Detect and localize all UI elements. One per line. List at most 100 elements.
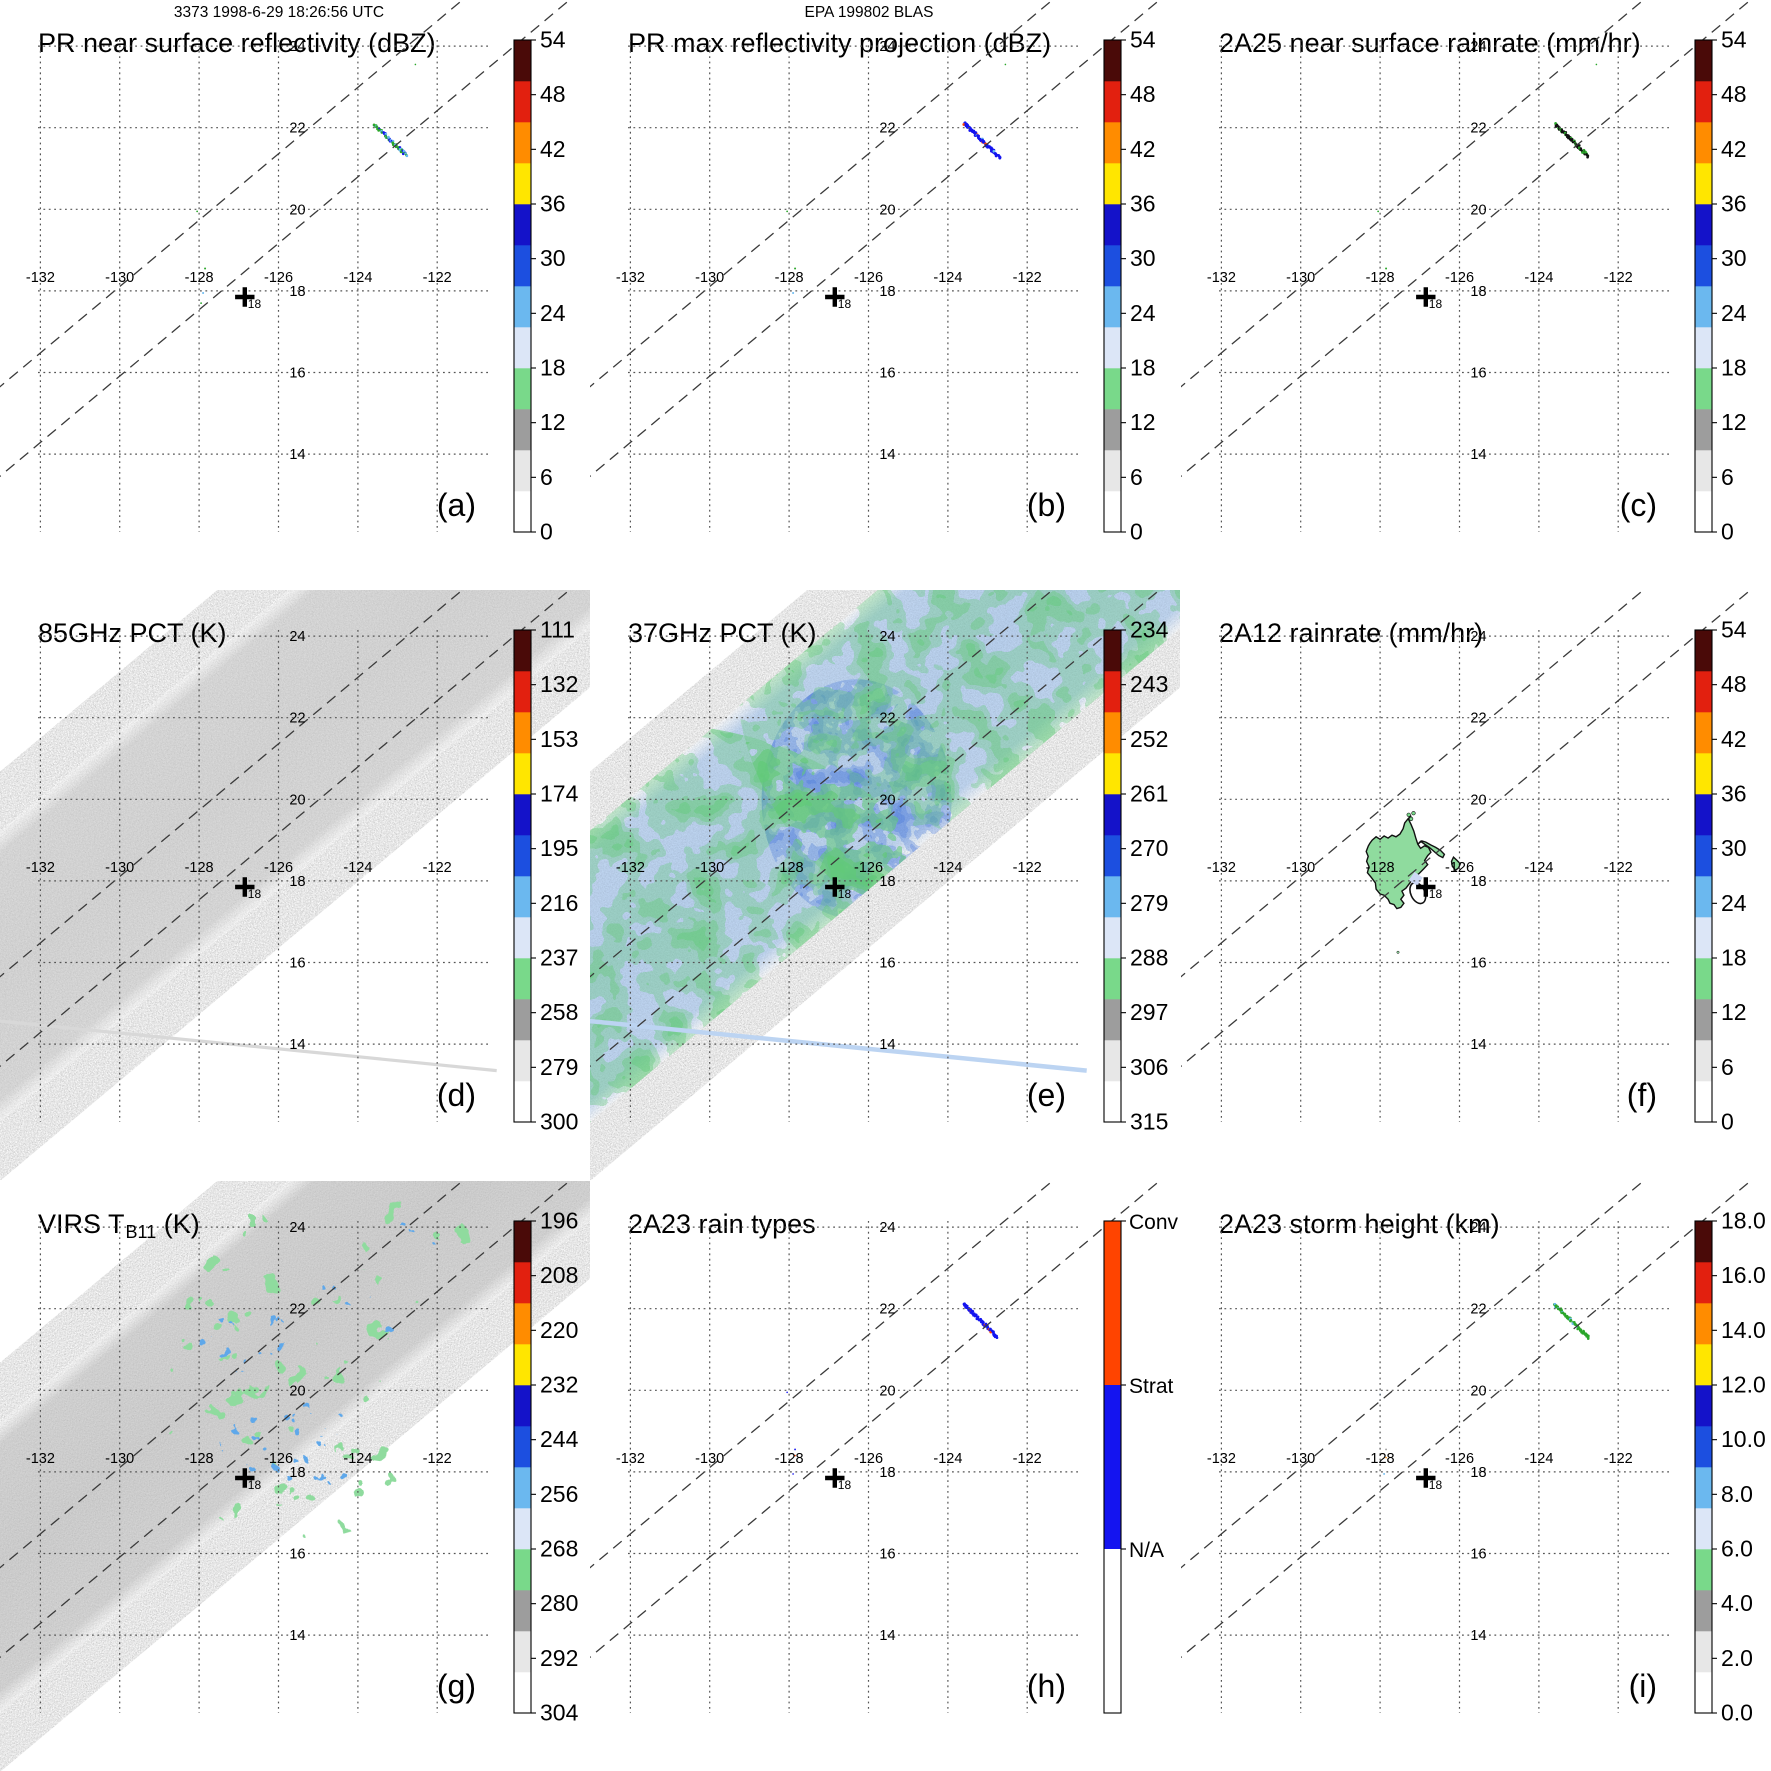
svg-text:0: 0 (1130, 519, 1143, 545)
svg-text:22: 22 (879, 711, 895, 727)
svg-text:(a): (a) (437, 487, 476, 523)
svg-text:14: 14 (879, 1628, 895, 1644)
svg-text:-130: -130 (1286, 860, 1315, 876)
svg-text:256: 256 (540, 1481, 578, 1507)
svg-text:216: 216 (540, 890, 578, 916)
svg-text:232: 232 (540, 1372, 578, 1398)
svg-text:-122: -122 (1604, 1451, 1633, 1467)
svg-text:20: 20 (879, 202, 895, 218)
svg-text:30: 30 (1721, 245, 1747, 271)
svg-text:24: 24 (540, 300, 566, 326)
svg-text:18: 18 (1130, 355, 1156, 381)
svg-text:0: 0 (1721, 519, 1734, 545)
svg-text:30: 30 (1721, 835, 1747, 861)
svg-text:-124: -124 (933, 1451, 962, 1467)
svg-text:6: 6 (1130, 464, 1143, 490)
svg-text:(e): (e) (1027, 1077, 1066, 1113)
svg-text:16: 16 (1470, 366, 1486, 382)
svg-text:-132: -132 (616, 270, 645, 286)
svg-text:22: 22 (879, 1302, 895, 1318)
svg-text:36: 36 (1130, 191, 1156, 217)
svg-text:-124: -124 (1524, 1451, 1553, 1467)
svg-text:-130: -130 (105, 1451, 134, 1467)
svg-text:20: 20 (289, 1383, 305, 1399)
svg-text:14: 14 (1470, 1037, 1486, 1053)
svg-text:(g): (g) (437, 1668, 476, 1704)
svg-text:14: 14 (1470, 447, 1486, 463)
svg-text:48: 48 (1130, 81, 1156, 107)
svg-text:0: 0 (1721, 1109, 1734, 1135)
svg-text:-128: -128 (775, 860, 804, 876)
svg-text:261: 261 (1130, 781, 1168, 807)
svg-text:14: 14 (879, 447, 895, 463)
svg-text:174: 174 (540, 781, 579, 807)
svg-text:22: 22 (289, 121, 305, 137)
svg-text:-124: -124 (1524, 270, 1553, 286)
svg-text:18: 18 (1721, 355, 1747, 381)
svg-text:304: 304 (540, 1700, 579, 1726)
svg-text:-124: -124 (343, 860, 372, 876)
svg-text:6.0: 6.0 (1721, 1536, 1753, 1562)
svg-text:16: 16 (289, 366, 305, 382)
svg-text:270: 270 (1130, 835, 1168, 861)
svg-text:18: 18 (879, 874, 895, 890)
svg-text:(i): (i) (1629, 1668, 1657, 1704)
svg-text:-128: -128 (775, 1451, 804, 1467)
svg-text:-122: -122 (1013, 270, 1042, 286)
svg-text:20: 20 (289, 792, 305, 808)
svg-text:18: 18 (879, 284, 895, 300)
svg-text:PR near surface reflectivity (: PR near surface reflectivity (dBZ) (38, 28, 436, 58)
svg-text:14: 14 (879, 1037, 895, 1053)
svg-text:-132: -132 (1207, 860, 1236, 876)
svg-text:22: 22 (1470, 1302, 1486, 1318)
svg-text:-132: -132 (26, 270, 55, 286)
svg-text:279: 279 (540, 1054, 578, 1080)
svg-text:12: 12 (1130, 409, 1156, 435)
svg-text:-122: -122 (423, 1451, 452, 1467)
svg-text:37GHz PCT (K): 37GHz PCT (K) (628, 618, 817, 648)
svg-text:42: 42 (1721, 136, 1747, 162)
svg-text:300: 300 (540, 1109, 578, 1135)
svg-text:10.0: 10.0 (1721, 1426, 1766, 1452)
svg-text:6: 6 (1721, 1054, 1734, 1080)
svg-text:12: 12 (1721, 409, 1747, 435)
svg-text:24: 24 (289, 1220, 305, 1236)
svg-text:48: 48 (1721, 671, 1747, 697)
svg-text:Conv: Conv (1129, 1211, 1179, 1234)
svg-text:20: 20 (1470, 202, 1486, 218)
svg-text:16: 16 (289, 956, 305, 972)
svg-text:24: 24 (1470, 39, 1486, 55)
svg-text:-122: -122 (1604, 860, 1633, 876)
svg-text:42: 42 (1130, 136, 1156, 162)
svg-text:-132: -132 (1207, 1451, 1236, 1467)
svg-text:22: 22 (1470, 711, 1486, 727)
svg-text:288: 288 (1130, 945, 1168, 971)
svg-text:2A25 near surface rainrate (mm: 2A25 near surface rainrate (mm/hr) (1219, 28, 1641, 58)
svg-text:24: 24 (879, 629, 895, 645)
svg-text:54: 54 (1721, 617, 1747, 643)
svg-text:14: 14 (289, 447, 305, 463)
svg-text:237: 237 (540, 945, 578, 971)
svg-text:42: 42 (1721, 726, 1747, 752)
svg-text:42: 42 (540, 136, 566, 162)
svg-text:-128: -128 (185, 1451, 214, 1467)
svg-text:8.0: 8.0 (1721, 1481, 1753, 1507)
svg-text:3373 1998-6-29 18:26:56 UTC: 3373 1998-6-29 18:26:56 UTC (174, 4, 384, 21)
svg-text:-132: -132 (26, 1451, 55, 1467)
svg-text:22: 22 (879, 121, 895, 137)
svg-text:22: 22 (1470, 121, 1486, 137)
svg-text:0: 0 (540, 519, 553, 545)
svg-text:-130: -130 (695, 860, 724, 876)
svg-text:20: 20 (1470, 792, 1486, 808)
svg-text:6: 6 (540, 464, 553, 490)
svg-text:-128: -128 (1366, 1451, 1395, 1467)
svg-text:-124: -124 (1524, 860, 1553, 876)
svg-text:6: 6 (1721, 464, 1734, 490)
svg-text:36: 36 (1721, 191, 1747, 217)
svg-text:24: 24 (1470, 1220, 1486, 1236)
svg-text:16: 16 (879, 366, 895, 382)
svg-text:14.0: 14.0 (1721, 1317, 1766, 1343)
svg-text:-124: -124 (343, 1451, 372, 1467)
svg-text:244: 244 (540, 1426, 579, 1452)
svg-text:0.0: 0.0 (1721, 1700, 1753, 1726)
